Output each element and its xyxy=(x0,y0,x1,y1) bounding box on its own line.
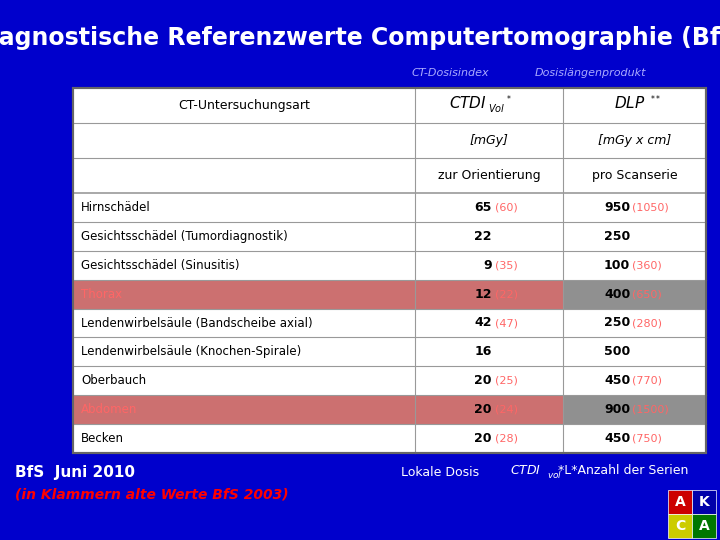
Text: (25): (25) xyxy=(495,376,518,386)
Text: Becken: Becken xyxy=(81,432,124,445)
Text: (22): (22) xyxy=(495,289,518,299)
Text: CT-Dosisindex: CT-Dosisindex xyxy=(411,68,489,78)
Text: 250: 250 xyxy=(604,230,630,243)
Text: (in Klammern alte Werte BfS 2003): (in Klammern alte Werte BfS 2003) xyxy=(15,487,289,501)
Text: 100: 100 xyxy=(604,259,630,272)
Text: 400: 400 xyxy=(604,288,630,301)
Text: 450: 450 xyxy=(604,374,630,387)
Bar xyxy=(692,514,716,538)
Text: 65: 65 xyxy=(474,201,492,214)
Text: (47): (47) xyxy=(495,318,518,328)
Bar xyxy=(692,490,716,514)
Bar xyxy=(73,395,563,424)
Text: (1500): (1500) xyxy=(632,404,669,415)
Text: (770): (770) xyxy=(632,376,662,386)
Text: pro Scanserie: pro Scanserie xyxy=(592,169,678,182)
Text: 500: 500 xyxy=(604,346,630,359)
Text: (280): (280) xyxy=(632,318,662,328)
Text: 16: 16 xyxy=(474,346,492,359)
Text: 20: 20 xyxy=(474,432,492,445)
Text: (1050): (1050) xyxy=(632,202,669,212)
Text: Oberbauch: Oberbauch xyxy=(81,374,146,387)
Text: zur Orientierung: zur Orientierung xyxy=(438,169,540,182)
Bar xyxy=(73,88,706,453)
Text: $^{**}$: $^{**}$ xyxy=(649,94,661,105)
Text: K: K xyxy=(698,495,709,509)
Text: 450: 450 xyxy=(604,432,630,445)
Bar xyxy=(563,395,706,424)
Text: CT-Untersuchungsart: CT-Untersuchungsart xyxy=(178,99,310,112)
Text: $\mathit{vol}$: $\mathit{vol}$ xyxy=(547,469,562,480)
Text: Thorax: Thorax xyxy=(81,288,122,301)
Text: *L*Anzahl der Serien: *L*Anzahl der Serien xyxy=(558,463,688,476)
Text: BfS  Juni 2010: BfS Juni 2010 xyxy=(15,464,135,480)
Text: $\mathit{CTDI}$: $\mathit{CTDI}$ xyxy=(449,94,487,111)
Text: $\mathit{CTDI}$: $\mathit{CTDI}$ xyxy=(510,463,541,476)
Text: 250: 250 xyxy=(604,316,630,329)
Bar xyxy=(563,280,706,308)
Text: 42: 42 xyxy=(474,316,492,329)
Text: 22: 22 xyxy=(474,230,492,243)
Text: $^*$: $^*$ xyxy=(505,94,512,105)
Text: C: C xyxy=(675,519,685,533)
Text: (35): (35) xyxy=(495,260,518,270)
Text: A: A xyxy=(675,495,685,509)
Bar xyxy=(668,490,692,514)
Text: (60): (60) xyxy=(495,202,518,212)
Text: Hirnschädel: Hirnschädel xyxy=(81,201,150,214)
Text: Diagnostische Referenzwerte Computertomographie (BfS): Diagnostische Referenzwerte Computertomo… xyxy=(0,26,720,50)
Text: (360): (360) xyxy=(632,260,662,270)
Text: 9: 9 xyxy=(483,259,492,272)
Text: [mGy x cm]: [mGy x cm] xyxy=(598,134,671,147)
Text: A: A xyxy=(698,519,709,533)
Text: Lendenwirbelsäule (Bandscheibe axial): Lendenwirbelsäule (Bandscheibe axial) xyxy=(81,316,312,329)
Text: (24): (24) xyxy=(495,404,518,415)
Text: Gesichtsschädel (Tumordiagnostik): Gesichtsschädel (Tumordiagnostik) xyxy=(81,230,288,243)
Text: $\mathit{DLP}$: $\mathit{DLP}$ xyxy=(613,94,645,111)
Text: (650): (650) xyxy=(632,289,662,299)
Text: Gesichtsschädel (Sinusitis): Gesichtsschädel (Sinusitis) xyxy=(81,259,240,272)
Text: 950: 950 xyxy=(604,201,630,214)
Text: 20: 20 xyxy=(474,374,492,387)
Bar xyxy=(73,88,706,453)
Text: (750): (750) xyxy=(632,434,662,443)
Text: 900: 900 xyxy=(604,403,630,416)
Text: (28): (28) xyxy=(495,434,518,443)
Text: Dosislängenprodukt: Dosislängenprodukt xyxy=(534,68,646,78)
Text: [mGy]: [mGy] xyxy=(469,134,508,147)
Text: 12: 12 xyxy=(474,288,492,301)
Bar xyxy=(668,514,692,538)
Text: 20: 20 xyxy=(474,403,492,416)
Bar xyxy=(73,280,563,308)
Text: Abdomen: Abdomen xyxy=(81,403,138,416)
Text: Lendenwirbelsäule (Knochen-Spirale): Lendenwirbelsäule (Knochen-Spirale) xyxy=(81,346,301,359)
Text: Lokale Dosis: Lokale Dosis xyxy=(401,465,479,478)
Text: $\mathit{Vol}$: $\mathit{Vol}$ xyxy=(488,103,505,114)
